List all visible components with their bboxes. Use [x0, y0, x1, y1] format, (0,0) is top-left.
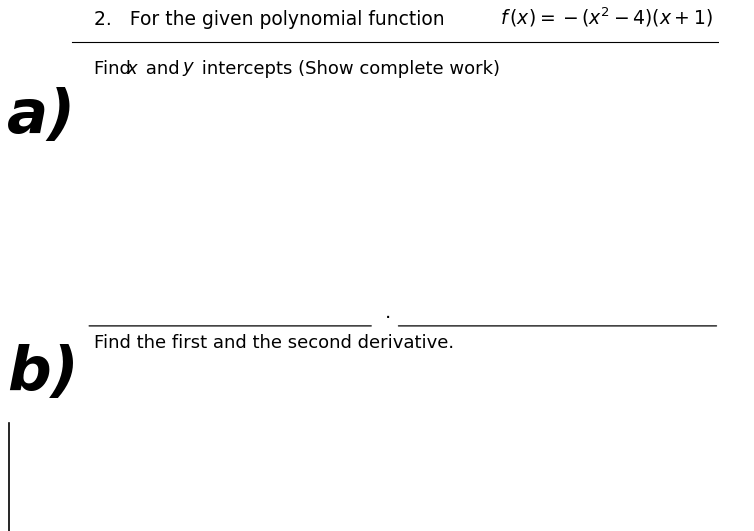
Text: Find the first and the second derivative.: Find the first and the second derivative…: [93, 334, 454, 352]
Text: intercepts (Show complete work): intercepts (Show complete work): [195, 61, 500, 78]
Text: $f\,(x) = -(x^2 - 4)(x + 1)$: $f\,(x) = -(x^2 - 4)(x + 1)$: [500, 5, 713, 29]
Text: Find: Find: [93, 61, 136, 78]
Text: b): b): [8, 344, 79, 404]
Text: a): a): [8, 87, 76, 145]
Text: .: .: [385, 303, 391, 322]
Text: 2.   For the given polynomial function: 2. For the given polynomial function: [93, 10, 450, 29]
Text: and: and: [140, 61, 185, 78]
Text: $x$: $x$: [126, 61, 139, 78]
Text: $y$: $y$: [182, 61, 195, 78]
